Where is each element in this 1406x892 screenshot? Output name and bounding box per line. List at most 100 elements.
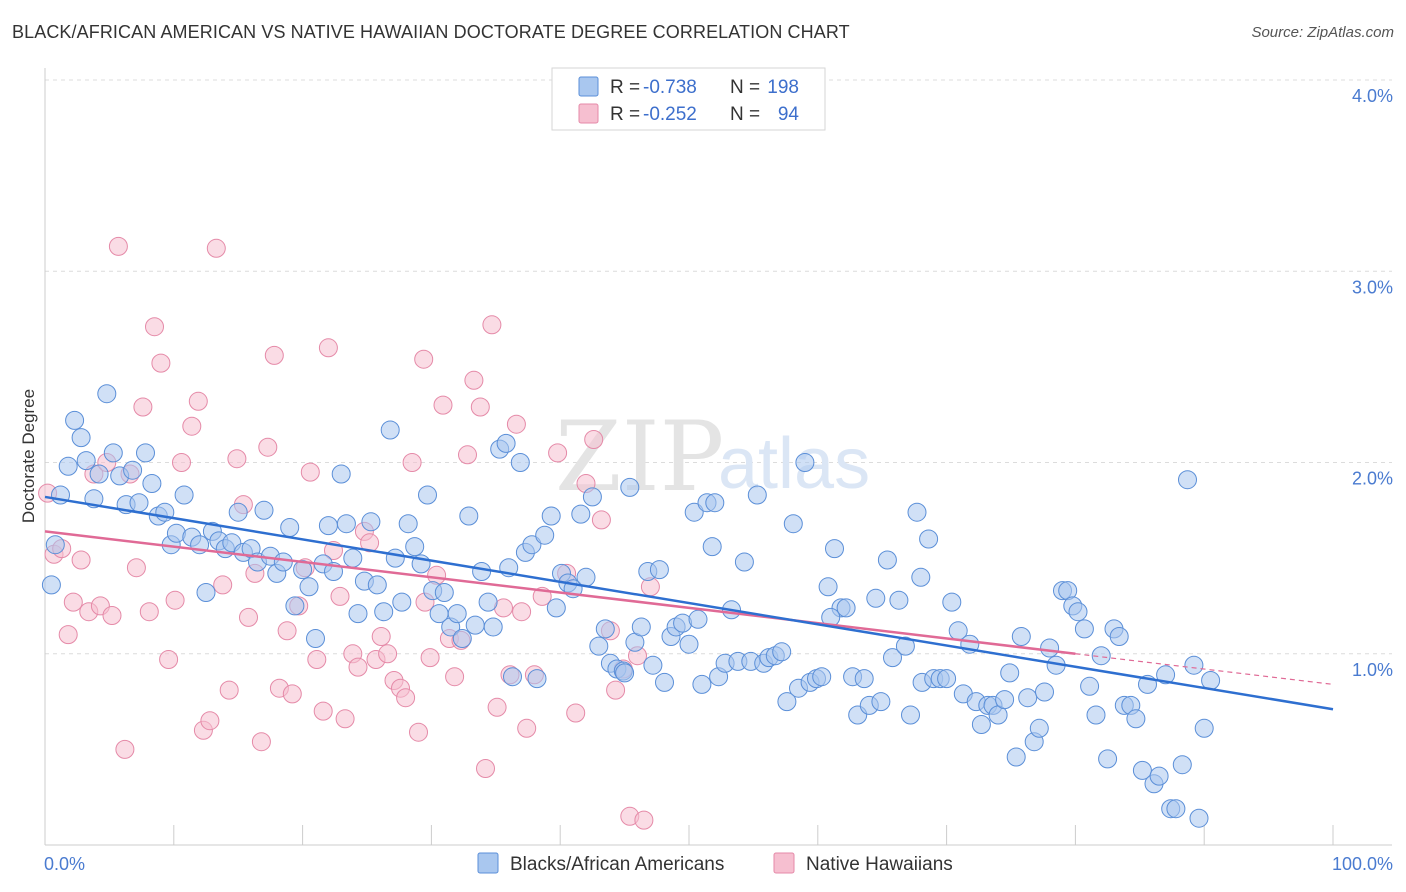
black-african-american-point-54 bbox=[385, 548, 405, 568]
black-african-american-point-94 bbox=[631, 617, 651, 637]
series-legend-label-pink: Native Hawaiians bbox=[806, 854, 953, 875]
native-hawaiian-point-37 bbox=[277, 621, 297, 641]
native-hawaiian-point-84 bbox=[584, 430, 604, 449]
black-african-american-trendline bbox=[44, 495, 1334, 711]
legend-r-value-1: -0.738 bbox=[643, 77, 697, 98]
black-african-american-point-24 bbox=[196, 583, 216, 602]
black-african-american-point-76 bbox=[522, 535, 542, 555]
native-hawaiian-point-69 bbox=[470, 397, 490, 417]
black-african-american-point-133 bbox=[866, 588, 886, 608]
native-hawaiian-point-27 bbox=[213, 575, 233, 595]
black-african-american-point-68 bbox=[472, 562, 492, 581]
black-african-american-point-138 bbox=[895, 636, 915, 656]
black-african-american-point-196 bbox=[911, 567, 931, 587]
black-african-american-point-14 bbox=[129, 493, 149, 513]
black-african-american-point-156 bbox=[1000, 663, 1020, 683]
native-hawaiian-point-91 bbox=[634, 810, 654, 830]
x-tick-label-1: 100.0% bbox=[1332, 854, 1393, 874]
black-african-american-point-51 bbox=[367, 575, 387, 595]
native-hawaiian-point-71 bbox=[482, 315, 502, 335]
native-hawaiian-point-49 bbox=[348, 657, 368, 677]
chart-title: BLACK/AFRICAN AMERICAN VS NATIVE HAWAIIA… bbox=[12, 22, 850, 42]
native-hawaiian-point-60 bbox=[414, 349, 434, 369]
black-african-american-point-39 bbox=[293, 560, 313, 580]
black-african-american-point-9 bbox=[97, 384, 117, 404]
native-hawaiian-point-34 bbox=[258, 437, 278, 457]
series-blacks-points bbox=[41, 384, 1221, 828]
black-african-american-point-48 bbox=[348, 604, 368, 624]
black-african-american-point-179 bbox=[1132, 760, 1152, 780]
native-hawaiian-point-82 bbox=[566, 703, 586, 723]
native-hawaiian-point-51 bbox=[360, 533, 380, 553]
black-african-american-point-21 bbox=[174, 485, 194, 505]
black-african-american-point-59 bbox=[418, 485, 437, 505]
native-hawaiian-point-15 bbox=[133, 397, 153, 417]
black-african-american-point-169 bbox=[1074, 619, 1094, 639]
black-african-american-point-69 bbox=[478, 592, 498, 612]
black-african-american-point-36 bbox=[273, 552, 293, 572]
black-african-american-point-111 bbox=[734, 552, 754, 572]
native-hawaiian-point-31 bbox=[239, 607, 258, 627]
black-african-american-point-173 bbox=[1098, 749, 1118, 769]
black-african-american-point-66 bbox=[459, 506, 479, 526]
y-tick-label-2: 3.0% bbox=[1352, 277, 1393, 297]
native-hawaiian-point-76 bbox=[512, 602, 532, 622]
black-african-american-point-139 bbox=[901, 705, 920, 725]
black-african-american-point-47 bbox=[343, 548, 363, 568]
native-hawaiian-point-10 bbox=[102, 606, 122, 625]
legend-n-value-2: 94 bbox=[778, 104, 800, 125]
black-african-american-point-52 bbox=[374, 602, 394, 622]
native-hawaiian-point-85 bbox=[591, 510, 611, 530]
black-african-american-point-6 bbox=[76, 451, 96, 471]
black-african-american-point-37 bbox=[280, 518, 300, 537]
black-african-american-point-126 bbox=[825, 539, 844, 559]
legend-n-label-1: N = bbox=[730, 77, 760, 98]
black-african-american-point-155 bbox=[995, 690, 1015, 710]
black-african-american-point-41 bbox=[306, 629, 325, 648]
black-african-american-point-1 bbox=[45, 535, 65, 555]
native-hawaiian-point-61 bbox=[420, 648, 440, 668]
black-african-american-point-55 bbox=[392, 592, 412, 612]
black-african-american-point-142 bbox=[919, 529, 939, 549]
black-african-american-point-13 bbox=[123, 460, 143, 480]
native-hawaiian-point-43 bbox=[313, 701, 333, 721]
black-african-american-point-98 bbox=[655, 672, 674, 692]
native-hawaiian-point-28 bbox=[219, 680, 239, 700]
black-african-american-point-43 bbox=[318, 516, 338, 536]
native-hawaiian-point-87 bbox=[606, 680, 626, 700]
black-african-american-point-187 bbox=[1178, 470, 1197, 490]
series-legend-label-blue: Blacks/African Americans bbox=[510, 854, 724, 875]
black-african-american-point-135 bbox=[877, 550, 897, 570]
black-african-american-point-162 bbox=[1035, 682, 1054, 702]
black-african-american-point-16 bbox=[142, 474, 162, 493]
native-hawaiian-point-11 bbox=[108, 236, 128, 256]
native-hawaiian-point-35 bbox=[264, 345, 284, 365]
series-legend-swatch-blue bbox=[477, 852, 499, 874]
native-hawaiian-point-19 bbox=[159, 650, 179, 669]
black-african-american-point-38 bbox=[285, 596, 305, 616]
black-african-american-point-103 bbox=[684, 502, 704, 522]
black-african-american-point-125 bbox=[818, 577, 838, 597]
black-african-american-point-77 bbox=[527, 669, 547, 689]
black-african-american-point-168 bbox=[1068, 602, 1088, 622]
black-african-american-point-175 bbox=[1109, 627, 1129, 646]
black-african-american-point-88 bbox=[595, 619, 615, 639]
black-african-american-point-84 bbox=[571, 504, 591, 524]
native-hawaiian-point-54 bbox=[378, 644, 398, 664]
black-african-american-point-117 bbox=[772, 642, 792, 662]
native-hawaiian-point-67 bbox=[458, 445, 477, 465]
native-hawaiian-point-42 bbox=[307, 650, 327, 669]
black-african-american-point-97 bbox=[649, 560, 669, 580]
black-african-american-point-161 bbox=[1029, 718, 1049, 738]
watermark: ZIP atlas bbox=[555, 401, 870, 513]
black-african-american-point-121 bbox=[795, 453, 815, 472]
legend-swatch-pink bbox=[578, 103, 599, 124]
black-african-american-point-194 bbox=[705, 493, 725, 513]
native-hawaiian-point-20 bbox=[165, 590, 185, 610]
native-hawaiian-trendline bbox=[44, 530, 1076, 655]
black-african-american-point-73 bbox=[503, 667, 522, 687]
native-hawaiian-point-44 bbox=[318, 338, 338, 358]
legend-r-label-1: R = bbox=[610, 77, 640, 98]
black-african-american-point-128 bbox=[836, 598, 856, 618]
